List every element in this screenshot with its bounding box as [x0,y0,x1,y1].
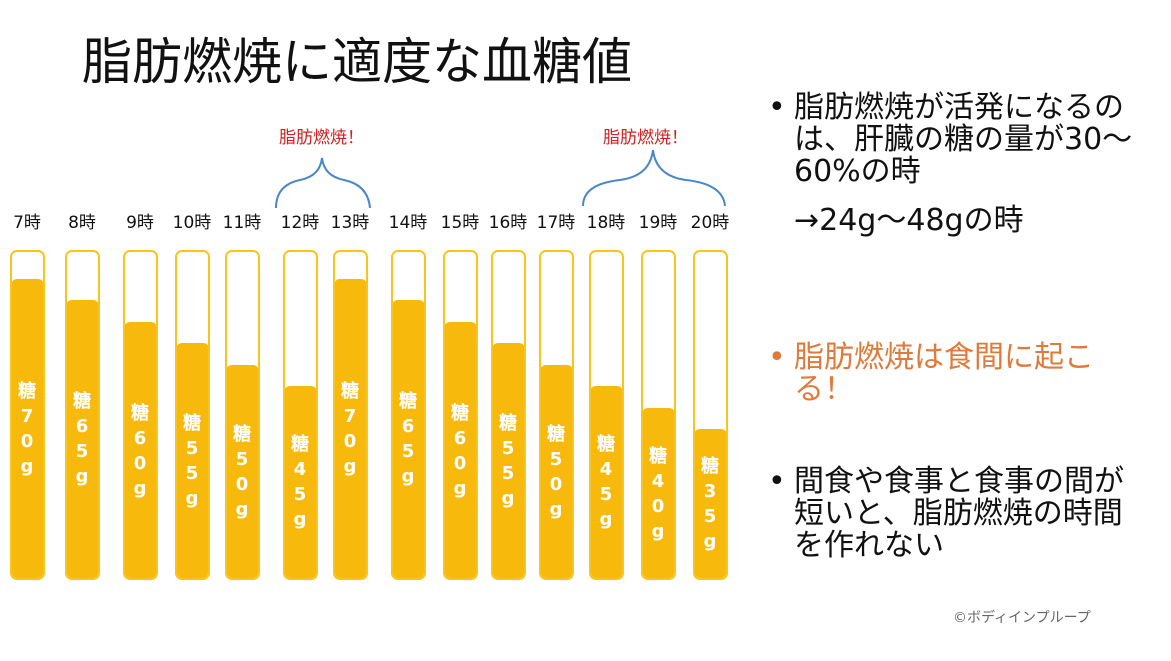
sugar-fill: 糖 5 5 g [176,343,208,578]
sugar-value-label: 糖 4 5 g [597,434,615,530]
hour-label: 19時 [638,213,678,233]
sugar-fill: 糖 6 0 g [444,322,476,578]
bullet-dot: • [768,90,786,125]
sugar-value-label: 糖 6 0 g [131,403,149,499]
sugar-value-label: 糖 6 0 g [451,403,469,499]
hour-label: 18時 [586,213,626,233]
sugar-tube: 糖 4 5 g [282,250,318,580]
bullet-3-text: 間食や食事と食事の間が短いと、脂肪燃焼の時間を作れない [794,464,1124,563]
brace-right [582,149,726,207]
sugar-tube: 糖 3 5 g [692,250,728,580]
sugar-value-label: 糖 4 5 g [291,434,309,530]
hour-label: 15時 [440,213,480,233]
sugar-value-label: 糖 7 0 g [18,381,36,477]
bullet-dot: • [768,464,786,499]
sugar-fill: 糖 4 5 g [590,386,622,578]
hour-label: 8時 [68,213,96,233]
sugar-fill: 糖 6 5 g [392,300,424,578]
sugar-value-label: 糖 6 5 g [73,391,91,487]
sugar-tube: 糖 5 0 g [224,250,260,580]
sugar-tube: 糖 5 0 g [538,250,574,580]
sugar-value-label: 糖 4 0 g [649,446,667,542]
hour-label: 20時 [690,213,730,233]
sugar-fill: 糖 4 5 g [284,386,316,578]
fat-burn-callout-right: 脂肪燃焼！ [603,128,688,148]
hour-label: 12時 [280,213,320,233]
sugar-fill: 糖 5 5 g [492,343,524,578]
sugar-fill: 糖 7 0 g [334,279,366,578]
sugar-fill: 糖 7 0 g [11,279,43,578]
hour-label: 11時 [222,213,262,233]
sugar-value-label: 糖 5 0 g [233,424,251,520]
sugar-tube: 糖 7 0 g [9,250,45,580]
sugar-tube: 糖 5 5 g [174,250,210,580]
sugar-tube: 糖 7 0 g [332,250,368,580]
hour-label: 9時 [126,213,154,233]
bullet-1-sub: →24g〜48gの時 [794,203,1024,238]
hour-label: 10時 [172,213,212,233]
bullet-3: • 間食や食事と食事の間が短いと、脂肪燃焼の時間を作れない [768,466,1148,562]
bullet-2-text: 脂肪燃焼は食間に起こる！ [794,340,1094,407]
sugar-value-label: 糖 3 5 g [701,456,719,552]
hour-label: 7時 [13,213,41,233]
page-title: 脂肪燃焼に適度な血糖値 [82,33,632,91]
sugar-fill: 糖 4 0 g [642,408,674,578]
sugar-value-label: 糖 5 5 g [499,413,517,509]
sugar-tube: 糖 6 0 g [442,250,478,580]
bullet-2: • 脂肪燃焼は食間に起こる！ [768,342,1148,406]
sugar-fill: 糖 3 5 g [694,429,726,578]
sugar-tube: 糖 6 0 g [122,250,158,580]
sugar-tube: 糖 6 5 g [64,250,100,580]
sugar-tube: 糖 6 5 g [390,250,426,580]
copyright-text: ©ボディインプループ [953,610,1091,626]
bullet-1-text: 脂肪燃焼が活発になるのは、肝臓の糖の量が30〜60%の時 [794,90,1133,189]
bullet-1: • 脂肪燃焼が活発になるのは、肝臓の糖の量が30〜60%の時 [768,92,1148,188]
hour-label: 13時 [330,213,370,233]
hour-label: 17時 [536,213,576,233]
brace-left [275,157,371,209]
hour-label: 16時 [488,213,528,233]
sugar-value-label: 糖 7 0 g [341,381,359,477]
sugar-value-label: 糖 6 5 g [399,391,417,487]
sugar-tube: 糖 4 5 g [588,250,624,580]
bullet-dot: • [768,340,786,375]
sugar-value-label: 糖 5 0 g [547,424,565,520]
sugar-fill: 糖 6 0 g [124,322,156,578]
sugar-tube: 糖 4 0 g [640,250,676,580]
sugar-fill: 糖 5 0 g [540,365,572,578]
fat-burn-callout-left: 脂肪燃焼！ [279,128,364,148]
hour-label: 14時 [388,213,428,233]
sugar-value-label: 糖 5 5 g [183,413,201,509]
sugar-fill: 糖 6 5 g [66,300,98,578]
sugar-tube: 糖 5 5 g [490,250,526,580]
sugar-fill: 糖 5 0 g [226,365,258,578]
